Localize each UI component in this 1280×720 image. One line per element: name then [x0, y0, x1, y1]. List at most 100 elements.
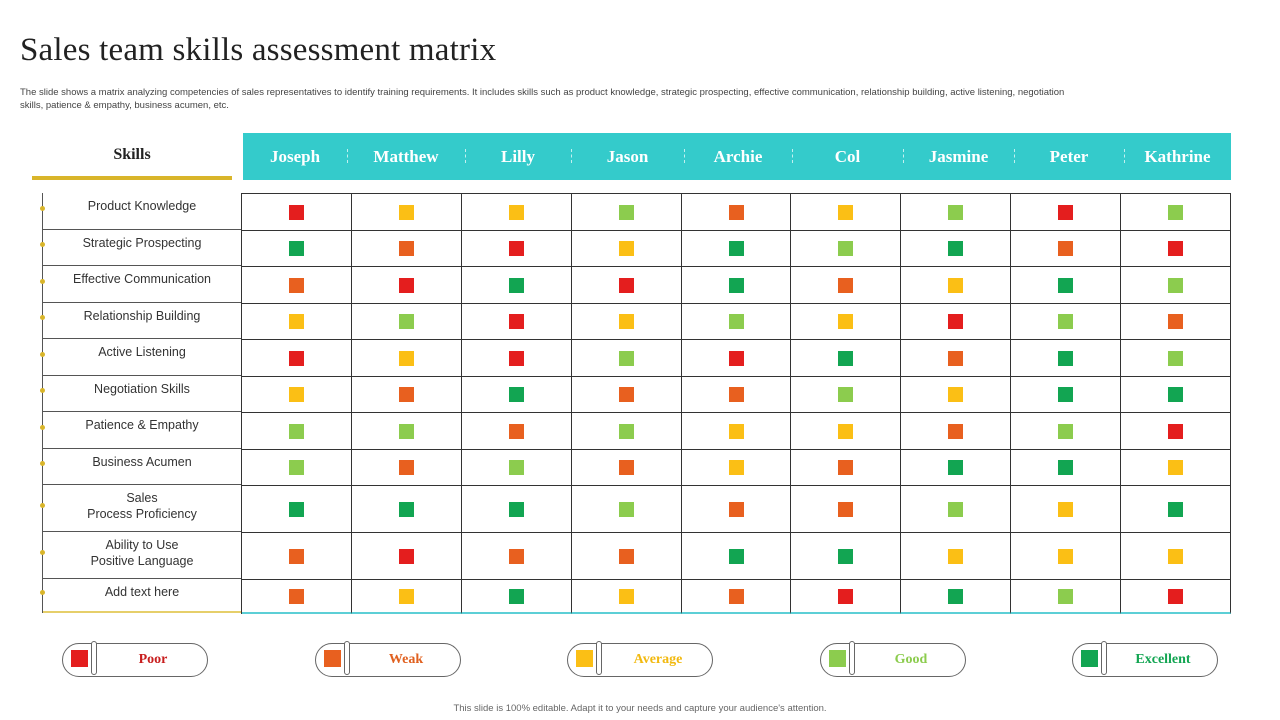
- rating-cell: [461, 194, 572, 231]
- rating-good-square: [1168, 277, 1184, 293]
- rating-poor-square: [618, 277, 634, 293]
- skill-label: Active Listening: [98, 345, 186, 359]
- table-row: [242, 486, 1232, 533]
- assessment-grid: [241, 193, 1232, 614]
- rating-good-square: [398, 423, 414, 439]
- rating-cell: [791, 304, 902, 340]
- rating-excellent-square: [1058, 350, 1074, 366]
- legend-swatch: [829, 650, 846, 667]
- skill-label: Strategic Prospecting: [82, 236, 202, 250]
- rating-weak-square: [618, 387, 634, 402]
- rating-cell: [791, 194, 902, 231]
- skill-row: Effective Communication: [40, 266, 241, 303]
- rating-weak-square: [508, 423, 524, 439]
- rating-cell: [791, 267, 902, 304]
- rating-cell: [901, 377, 1012, 413]
- table-row: [242, 231, 1232, 267]
- rating-poor-square: [1168, 588, 1184, 604]
- rating-cell: [901, 340, 1012, 377]
- page-subtitle: The slide shows a matrix analyzing compe…: [20, 87, 1065, 111]
- legend-label: Poor: [138, 652, 168, 667]
- rating-cell: [242, 304, 352, 340]
- rating-cell: [1121, 486, 1232, 533]
- rating-cell: [681, 194, 792, 231]
- rating-good-square: [618, 423, 634, 439]
- rating-cell: [901, 413, 1012, 450]
- table-row: [242, 194, 1232, 231]
- skill-label: Business Acumen: [92, 455, 192, 469]
- rating-cell: [461, 304, 572, 340]
- rating-cell: [351, 450, 462, 486]
- rating-cell: [901, 231, 1012, 267]
- rating-good-square: [1168, 350, 1184, 366]
- rating-poor-square: [398, 548, 414, 564]
- rating-weak-square: [838, 501, 854, 517]
- names-header-bar: Joseph Matthew Lilly Jason Archie Col Jasmine P…: [243, 133, 1231, 180]
- rating-cell: [791, 340, 902, 377]
- rating-excellent-square: [288, 241, 304, 256]
- rating-cell: [461, 413, 572, 450]
- connector-icon: [1101, 641, 1107, 675]
- rating-cell: [571, 340, 682, 377]
- rating-average-square: [288, 387, 304, 402]
- rating-cell: [242, 450, 352, 486]
- rating-cell: [681, 377, 792, 413]
- column-header-archie: Archie: [684, 133, 792, 180]
- rating-weak-square: [288, 548, 304, 564]
- rating-cell: [681, 304, 792, 340]
- rating-excellent-square: [508, 588, 524, 604]
- rating-cell: [901, 194, 1012, 231]
- rating-cell: [791, 580, 902, 614]
- rating-cell: [681, 533, 792, 580]
- rating-cell: [351, 340, 462, 377]
- rating-cell: [242, 413, 352, 450]
- rating-cell: [242, 340, 352, 377]
- rating-cell: [1121, 194, 1232, 231]
- rating-poor-square: [398, 277, 414, 293]
- rating-cell: [681, 580, 792, 614]
- rating-cell: [242, 486, 352, 533]
- rating-cell: [571, 580, 682, 614]
- rating-excellent-square: [838, 548, 854, 564]
- rating-cell: [1121, 580, 1232, 614]
- skill-row: Add text here: [40, 579, 241, 613]
- rating-cell: [571, 486, 682, 533]
- skill-row: Ability to Use Positive Language: [40, 532, 241, 579]
- rating-good-square: [948, 501, 964, 517]
- rating-weak-square: [288, 277, 304, 293]
- table-row: [242, 533, 1232, 580]
- table-row: [242, 580, 1232, 614]
- rating-average-square: [728, 423, 744, 439]
- rating-excellent-square: [1168, 501, 1184, 517]
- rating-average-square: [618, 241, 634, 256]
- rating-cell: [351, 413, 462, 450]
- rating-weak-square: [948, 350, 964, 366]
- legend-item-weak: Weak: [315, 641, 461, 677]
- connector-icon: [344, 641, 350, 675]
- rating-cell: [1011, 486, 1122, 533]
- rating-weak-square: [398, 241, 414, 256]
- rating-cell: [1121, 267, 1232, 304]
- column-header-joseph: Joseph: [269, 146, 321, 166]
- rating-cell: [242, 267, 352, 304]
- rating-weak-square: [1168, 314, 1184, 329]
- rating-cell: [791, 486, 902, 533]
- rating-cell: [1011, 340, 1122, 377]
- rating-average-square: [618, 314, 634, 329]
- rating-cell: [681, 267, 792, 304]
- rating-excellent-square: [728, 241, 744, 256]
- column-header-kathrine: Kathrine: [1124, 133, 1231, 180]
- rating-cell: [1011, 267, 1122, 304]
- rating-cell: [351, 304, 462, 340]
- rating-cell: [461, 340, 572, 377]
- skill-label: Relationship Building: [83, 309, 201, 323]
- rating-cell: [901, 486, 1012, 533]
- bullet-dot-icon: [40, 351, 45, 357]
- skill-label: Patience & Empathy: [85, 418, 199, 432]
- table-row: [242, 413, 1232, 450]
- rating-cell: [461, 533, 572, 580]
- rating-weak-square: [728, 588, 744, 604]
- rating-good-square: [948, 204, 964, 220]
- rating-cell: [1011, 413, 1122, 450]
- rating-cell: [242, 231, 352, 267]
